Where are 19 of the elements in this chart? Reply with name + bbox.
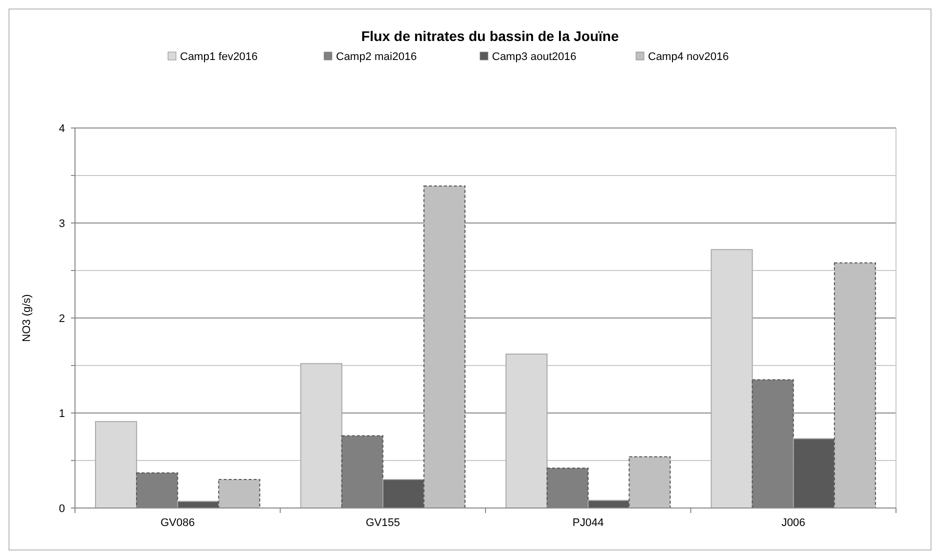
legend-label: Camp2 mai2016 — [336, 51, 417, 63]
x-tick-label: PJ044 — [572, 517, 604, 529]
y-tick-label: 4 — [58, 122, 65, 135]
bar — [300, 363, 342, 508]
x-tick-label: GV155 — [366, 517, 400, 529]
x-tick-label: J006 — [781, 517, 806, 529]
y-axis-title: NO3 (g/s) — [21, 294, 33, 342]
y-tick-label: 0 — [58, 502, 65, 515]
bar — [506, 354, 548, 508]
x-tick-label: GV086 — [160, 517, 195, 529]
legend-label: Camp4 nov2016 — [648, 51, 729, 63]
chart-title: Flux de nitrates du bassin de la Jouïne — [361, 28, 619, 44]
y-tick-label: 1 — [58, 408, 65, 420]
y-tick-label: 2 — [58, 312, 65, 325]
bar — [95, 421, 138, 508]
y-tick-label: 3 — [58, 218, 65, 230]
legend-label: Camp3 aout2016 — [492, 51, 576, 63]
legend-label: Camp1 fev2016 — [180, 51, 258, 63]
bar — [710, 249, 753, 508]
